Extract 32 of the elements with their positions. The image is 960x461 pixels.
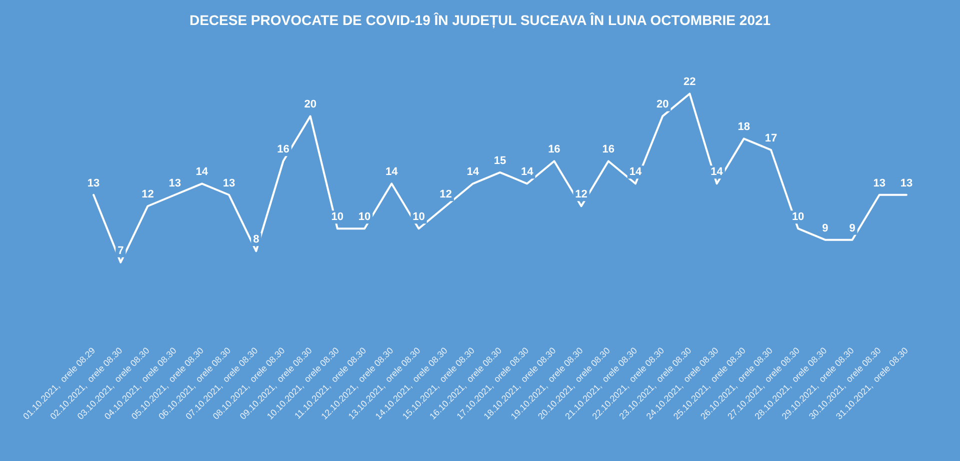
data-label: 14 — [385, 166, 399, 178]
data-label: 15 — [494, 154, 506, 167]
data-label: 10 — [331, 211, 344, 224]
data-label: 13 — [873, 177, 886, 190]
chart-title: DECESE PROVOCATE DE COVID-19 ÎN JUDEȚUL SUCEAVA ÎN LUNA OCTOMBRIE 2021 — [189, 12, 771, 29]
data-label: 16 — [548, 144, 560, 156]
data-label: 16 — [602, 144, 615, 156]
data-label: 9 — [822, 222, 828, 234]
data-label: 14 — [629, 166, 642, 178]
data-label: 13 — [168, 177, 181, 190]
data-label: 12 — [142, 188, 154, 201]
data-label: 22 — [684, 76, 696, 88]
data-label: 9 — [849, 222, 856, 234]
data-label: 10 — [792, 211, 804, 224]
data-label: 10 — [412, 211, 425, 224]
data-label: 14 — [466, 166, 480, 178]
data-label: 14 — [710, 166, 724, 178]
data-label: 16 — [277, 144, 290, 156]
data-label: 20 — [656, 98, 669, 111]
data-label: 7 — [118, 244, 124, 257]
data-label: 13 — [900, 177, 913, 190]
data-label: 13 — [222, 177, 236, 190]
data-label: 12 — [440, 188, 452, 201]
data-label: 8 — [253, 234, 260, 246]
data-label: 20 — [304, 98, 316, 111]
data-label: 14 — [520, 166, 534, 178]
data-label: 13 — [87, 177, 100, 190]
data-label: 18 — [738, 121, 750, 134]
data-label: 17 — [764, 132, 778, 144]
data-label: 14 — [196, 166, 209, 178]
data-label: 12 — [575, 188, 588, 201]
data-label: 10 — [358, 211, 371, 224]
